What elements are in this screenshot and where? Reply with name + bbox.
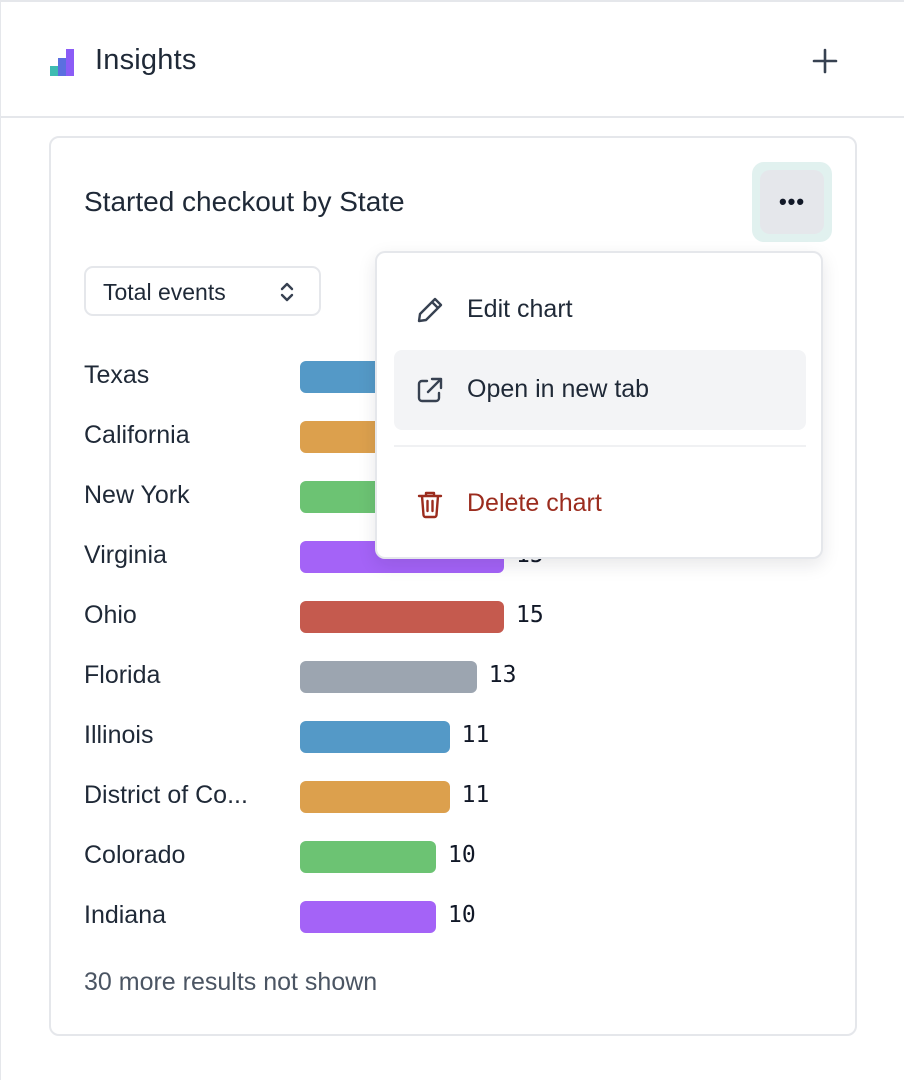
insights-header: Insights xyxy=(0,4,904,118)
chart-bar-value: 10 xyxy=(448,902,476,928)
chevron-up-down-icon xyxy=(280,282,294,302)
add-insight-button[interactable] xyxy=(804,40,846,82)
chart-bar-value: 10 xyxy=(448,842,476,868)
chart-bar xyxy=(300,601,504,633)
chart-row: Colorado 10 xyxy=(51,826,859,886)
chart-bar xyxy=(300,901,436,933)
plus-icon xyxy=(812,48,838,74)
chart-row: Indiana 10 xyxy=(51,886,859,946)
chart-row-label: Illinois xyxy=(84,721,154,749)
chart-row-label: New York xyxy=(84,481,190,509)
chart-row: District of Co... 11 xyxy=(51,766,859,826)
chart-bar-value: 13 xyxy=(488,662,517,688)
menu-item-label: Delete chart xyxy=(467,489,602,517)
metric-select[interactable]: Total events xyxy=(84,266,321,316)
menu-item-label: Edit chart xyxy=(467,295,573,323)
page-title: Insights xyxy=(95,44,197,76)
pencil-icon xyxy=(417,297,443,323)
chart-row: Florida 13 xyxy=(51,646,859,706)
logo-bar-2 xyxy=(58,58,66,76)
more-button-focus-ring: ••• xyxy=(752,162,832,242)
top-border xyxy=(0,0,904,4)
menu-item-edit-chart[interactable]: Edit chart xyxy=(394,270,806,350)
menu-item-delete-chart[interactable]: Delete chart xyxy=(394,464,806,544)
external-link-icon xyxy=(417,377,443,403)
chart-bar-value: 11 xyxy=(461,782,490,808)
chart-row-label: Indiana xyxy=(84,901,167,929)
menu-item-label: Open in new tab xyxy=(467,375,650,403)
logo-bar-3 xyxy=(66,49,74,76)
chart-bar xyxy=(300,781,450,813)
logo-bar-1 xyxy=(50,66,58,76)
chart-row-label: Virginia xyxy=(84,541,167,569)
chart-row: Illinois 11 xyxy=(51,706,859,766)
more-options-button[interactable]: ••• xyxy=(760,170,824,234)
chart-row: Ohio 15 xyxy=(51,586,859,646)
trash-icon xyxy=(417,491,443,519)
chart-bar-value: 11 xyxy=(461,722,490,748)
chart-options-menu: Edit chart Open in new tab Delete chart xyxy=(375,251,823,559)
chart-row-label: Colorado xyxy=(84,841,186,869)
bar-chart-icon xyxy=(50,49,74,76)
chart-bar-value: 15 xyxy=(516,602,544,628)
more-results-note: 30 more results not shown xyxy=(84,968,378,996)
chart-bar xyxy=(300,721,450,753)
chart-row-label: Texas xyxy=(84,361,150,389)
metric-select-value: Total events xyxy=(103,279,226,305)
chart-row-label: California xyxy=(84,421,190,449)
menu-divider xyxy=(394,445,806,447)
chart-title: Started checkout by State xyxy=(84,186,405,217)
more-horizontal-icon: ••• xyxy=(778,189,806,214)
chart-row-label: Florida xyxy=(84,661,161,689)
chart-row-label: Ohio xyxy=(84,601,137,629)
menu-item-open-in-new-tab[interactable]: Open in new tab xyxy=(394,350,806,430)
chart-row-label: District of Co... xyxy=(84,781,248,809)
chart-bar xyxy=(300,661,477,693)
chart-bar xyxy=(300,841,436,873)
panel-left-border xyxy=(0,0,1,1080)
